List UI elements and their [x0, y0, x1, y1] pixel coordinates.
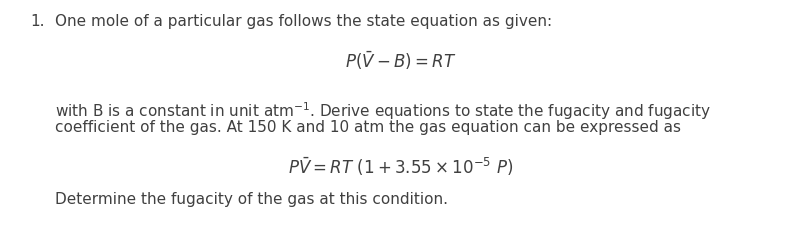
Text: coefficient of the gas. At 150 K and 10 atm the gas equation can be expressed as: coefficient of the gas. At 150 K and 10 … [55, 119, 681, 134]
Text: 1.: 1. [30, 14, 44, 29]
Text: Determine the fugacity of the gas at this condition.: Determine the fugacity of the gas at thi… [55, 191, 448, 206]
Text: One mole of a particular gas follows the state equation as given:: One mole of a particular gas follows the… [55, 14, 552, 29]
Text: $P(\bar{V} - B) = RT$: $P(\bar{V} - B) = RT$ [346, 50, 456, 72]
Text: $P\bar{V} = RT\ (1 + 3.55 \times 10^{-5}\ P)$: $P\bar{V} = RT\ (1 + 3.55 \times 10^{-5}… [289, 155, 513, 178]
Text: with B is a constant in unit atm$^{-1}$. Derive equations to state the fugacity : with B is a constant in unit atm$^{-1}$.… [55, 100, 711, 121]
